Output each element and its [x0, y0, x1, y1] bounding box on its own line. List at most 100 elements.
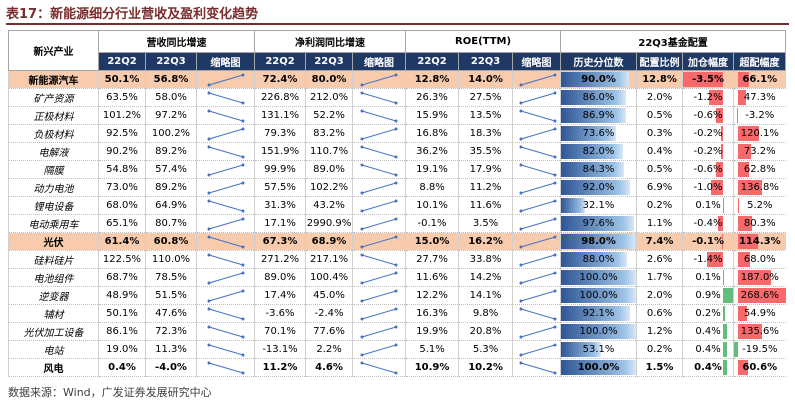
sparkline-point — [207, 137, 210, 140]
position-change-bar — [718, 216, 723, 231]
cell-text: 5.3% — [472, 344, 499, 355]
value-cell: 62.8% — [733, 160, 786, 179]
group-header: 营收同比增速 — [97, 30, 256, 53]
cell-text: 11.3% — [155, 344, 187, 355]
cell-text: 19.1% — [416, 164, 448, 175]
sparkline-line — [361, 236, 397, 247]
sparkline-point — [394, 119, 398, 122]
value-cell: 82.0% — [560, 142, 637, 161]
sparkline-point — [241, 163, 244, 166]
value-cell: 98.0% — [560, 232, 637, 251]
sparkline-point — [241, 181, 244, 184]
position-change-bar — [722, 288, 734, 303]
cell-text: 151.9% — [260, 146, 300, 157]
sparkline-line — [208, 236, 243, 247]
value-cell: -1.2% — [682, 88, 734, 107]
value-cell: 92.0% — [560, 178, 637, 197]
industry-name: 风电 — [8, 358, 99, 377]
value-cell: 66.1% — [733, 70, 786, 89]
cell-text: 47.3% — [743, 92, 776, 103]
sparkline-point — [394, 307, 398, 310]
sparkline-line — [520, 182, 556, 193]
cell-text: 67.3% — [262, 236, 298, 247]
industry-name: 硅料硅片 — [8, 250, 99, 269]
sparkline-point — [360, 227, 364, 230]
percentile-bar — [561, 144, 623, 159]
value-cell: 15.0% — [405, 232, 459, 251]
sparkline — [519, 361, 557, 374]
position-change-bar — [722, 342, 728, 357]
value-cell: 65.1% — [98, 214, 146, 233]
sparkline — [360, 343, 398, 356]
sparkline-point — [207, 83, 210, 86]
value-cell: 32.1% — [560, 196, 637, 215]
sparkline-point — [207, 325, 210, 328]
value-cell: 226.8% — [254, 88, 306, 107]
sparkline-point — [207, 145, 210, 148]
value-cell: 5.1% — [405, 340, 459, 359]
value-cell: 63.5% — [98, 88, 146, 107]
sparkline-cell — [352, 232, 406, 251]
industry-name: 辅材 — [8, 304, 99, 323]
position-change-bar — [722, 306, 726, 321]
industry-name: 矿产资源 — [8, 88, 99, 107]
cell-text: 0.9% — [695, 290, 721, 301]
sparkline-cell — [512, 304, 561, 323]
position-change-bar — [722, 360, 728, 375]
sparkline-point — [207, 173, 210, 176]
sparkline-line — [361, 344, 397, 355]
cell-text: 65.1% — [106, 218, 138, 229]
percentile-bar — [561, 288, 637, 303]
cell-text: 50.1% — [104, 74, 140, 85]
cell-text: 10.1% — [416, 200, 448, 211]
sparkline-point — [394, 217, 398, 220]
cell-text: 33.8% — [469, 254, 502, 265]
position-change-bar — [706, 252, 723, 267]
value-cell: 20.8% — [458, 322, 513, 341]
cell-text: 4.6% — [315, 362, 343, 373]
cell-text: 2.2% — [316, 344, 342, 355]
sparkline-cell — [512, 250, 561, 269]
sparkline-point — [519, 335, 523, 338]
cell-text: 15.0% — [414, 236, 450, 247]
sparkline-line — [361, 308, 397, 319]
table-row: 辅材 50.1% 47.6% -3.6% -2.4% 16.3% 9.8% 92.1% 0.6%… — [8, 304, 786, 323]
value-cell: 18.3% — [458, 124, 513, 143]
sparkline-cell — [352, 304, 406, 323]
cell-text: 36.2% — [416, 146, 448, 157]
cell-text: 73.2% — [743, 146, 776, 157]
value-cell: 68.0% — [98, 196, 146, 215]
cell-text: 70.1% — [264, 326, 296, 337]
sparkline-line — [520, 164, 556, 175]
sparkline — [360, 289, 398, 302]
cell-text: 56.8% — [153, 74, 189, 85]
cell-text: -3.2% — [745, 110, 775, 121]
sparkline-cell — [512, 160, 561, 179]
position-change-bar — [709, 90, 723, 105]
value-cell: -0.4% — [682, 214, 734, 233]
value-cell: 47.3% — [733, 88, 786, 107]
sparkline-cell — [195, 322, 255, 341]
value-cell: 5.2% — [733, 196, 786, 215]
sparkline-point — [553, 325, 557, 328]
value-cell: 60.8% — [145, 232, 197, 251]
sparkline-point — [360, 245, 364, 248]
table-row: 光伏 61.4% 60.8% 67.3% 68.9% 15.0% 16.2% 98.0% 7.4… — [8, 232, 786, 251]
sparkline-point — [519, 263, 523, 266]
cell-text: 271.2% — [260, 254, 300, 265]
value-cell: 50.1% — [98, 70, 146, 89]
cell-text: 11.6% — [416, 272, 448, 283]
industry-name: 动力电池 — [8, 178, 99, 197]
value-cell: 77.6% — [305, 322, 353, 341]
sparkline-point — [394, 325, 398, 328]
sparkline — [519, 109, 557, 122]
sparkline-point — [207, 361, 210, 364]
cell-text: 0.5% — [646, 110, 673, 121]
sparkline-point — [360, 191, 364, 194]
sparkline-point — [519, 353, 523, 356]
cell-text: 5.1% — [419, 344, 445, 355]
value-cell: 50.1% — [98, 304, 146, 323]
table-row: 逆变器 48.9% 51.5% 17.4% 45.0% 12.2% 14.1% 100.0% 2… — [8, 286, 786, 305]
position-change-bar — [722, 198, 724, 213]
cell-text: 26.3% — [416, 92, 448, 103]
